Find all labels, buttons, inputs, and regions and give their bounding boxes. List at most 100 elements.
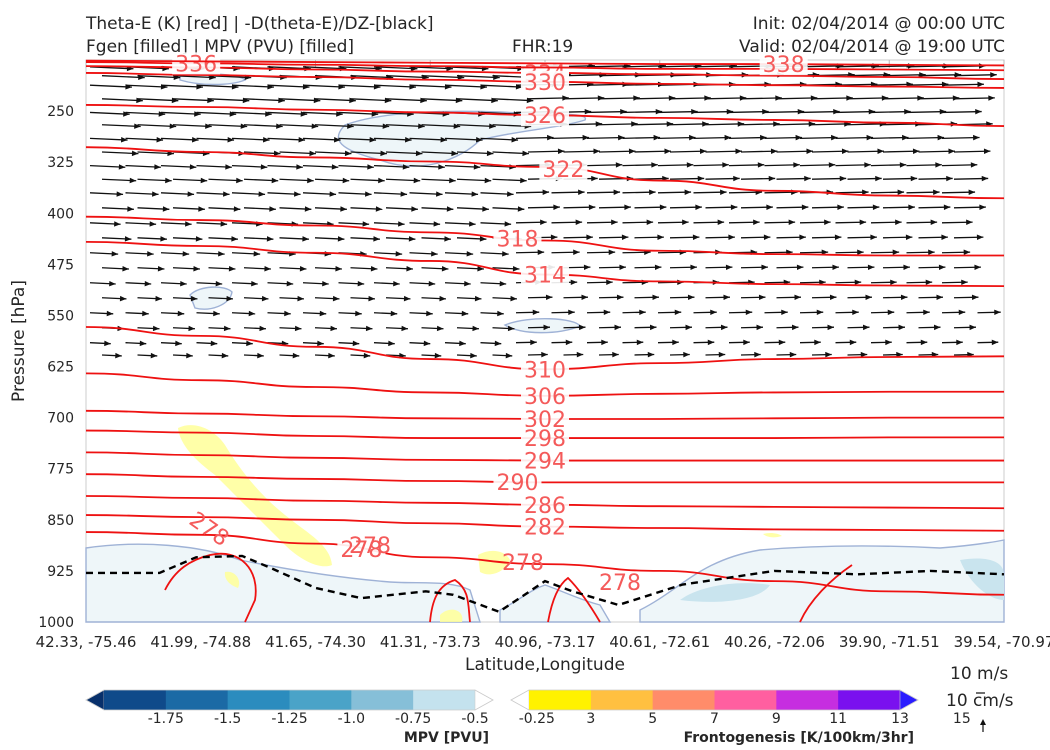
x-tick-label: 42.33, -75.46 — [36, 633, 137, 651]
wind-vector — [456, 124, 496, 128]
frontogenesis-region — [440, 609, 463, 622]
wind-vector-head — [910, 175, 918, 182]
wind-vector-head — [801, 204, 809, 210]
wind-vector-head — [983, 148, 991, 155]
wind-vector — [279, 98, 321, 102]
fgen-colorbar-swatch — [714, 690, 777, 710]
wind-vector — [172, 124, 212, 128]
wind-vector-head — [735, 148, 742, 155]
wind-vector-head — [540, 219, 547, 225]
contour-label-bg — [521, 263, 569, 286]
theta-e-contour — [85, 531, 1005, 596]
mpv-colorbar-tick: -1.0 — [338, 711, 365, 727]
wind-vector — [208, 75, 252, 79]
wind-vector-head — [512, 266, 520, 272]
wind-vector-head — [946, 175, 953, 182]
wind-vector-head — [603, 309, 611, 316]
wind-vector — [953, 97, 995, 100]
wind-vector-head — [226, 295, 233, 302]
wind-vector-head — [920, 339, 928, 346]
wind-vector-head — [191, 137, 199, 143]
wind-vector — [385, 98, 427, 102]
mpv-colorbar-tick: -0.75 — [395, 711, 431, 727]
wind-vector-head — [763, 234, 771, 240]
wind-vector-head — [841, 148, 849, 155]
wind-vector-head — [578, 189, 585, 195]
wind-vector-head — [472, 325, 479, 332]
contour-label-bg — [759, 53, 808, 76]
wind-vector — [847, 74, 891, 77]
wind-vector-head — [973, 134, 980, 141]
wind-vector — [160, 84, 203, 88]
wind-vector — [870, 110, 911, 114]
wind-vector — [811, 97, 853, 100]
wind-vector-head — [557, 148, 565, 155]
wind-vector-head — [370, 266, 378, 272]
wind-vector-head — [114, 221, 121, 227]
wind-vector-head — [646, 219, 654, 225]
wind-vector-head — [659, 204, 667, 210]
wind-vector — [89, 111, 130, 115]
wind-vector — [941, 110, 982, 114]
chart-title-line1: Theta-E (K) [red] | -D(theta-E)/DZ-[blac… — [86, 14, 434, 34]
wind-vector-head — [939, 108, 947, 115]
wind-vector-head — [466, 251, 474, 257]
init-time: Init: 02/04/2014 @ 00:00 UTC — [752, 14, 1005, 34]
wind-vector-head — [365, 191, 372, 197]
wind-vector-head — [991, 339, 999, 346]
wind-vector — [373, 84, 416, 88]
wind-vector-head — [897, 189, 905, 195]
theta-e-contour-label: 310 — [524, 358, 566, 383]
wind-vector-head — [182, 251, 190, 257]
theta-e-contour-label: 282 — [524, 516, 566, 541]
y-tick-label: 325 — [47, 155, 74, 171]
wind-vector-head — [824, 219, 831, 225]
wind-vector-head — [963, 249, 971, 256]
wind-vector-head — [545, 294, 553, 301]
wind-vector-head — [692, 234, 700, 240]
wind-vector-head — [636, 339, 644, 346]
contour-label-bg — [172, 52, 221, 75]
wind-vector-head — [616, 294, 624, 301]
wind-vector — [267, 66, 311, 70]
theta-e-contour-label: 278 — [599, 571, 641, 596]
fgen-colorbar-swatch — [529, 690, 592, 710]
wind-vector-head — [431, 251, 438, 257]
wind-vector-head — [956, 339, 963, 346]
wind-vector-head — [444, 236, 451, 242]
wind-vector-head — [382, 123, 390, 129]
frontogenesis-region — [224, 571, 240, 588]
wind-vector-head — [898, 324, 905, 331]
wind-vector-head — [365, 325, 373, 332]
wind-vector — [385, 75, 429, 79]
x-tick-label: 40.61, -72.61 — [609, 633, 710, 651]
theta-e-contour-label: 278 — [502, 551, 544, 576]
contour-label-bg — [521, 515, 569, 538]
mpv-region-dark — [960, 558, 1004, 600]
wind-vector-head — [378, 177, 385, 184]
wind-vector — [137, 75, 181, 79]
wind-vector-head — [702, 121, 709, 127]
wind-vector-head — [257, 352, 264, 359]
frontogenesis-region — [763, 532, 782, 538]
wind-vector-head — [373, 236, 380, 242]
wind-vector-head — [228, 266, 236, 272]
wind-vector-head — [297, 295, 304, 302]
wind-vector-head — [200, 177, 208, 184]
wind-vector-head — [251, 280, 258, 287]
fgen-colorbar-tick: 5 — [648, 711, 657, 727]
wind-vector — [657, 110, 698, 114]
wind-vector — [634, 97, 676, 100]
wind-vector-head — [892, 249, 900, 256]
wind-vector-head — [271, 177, 279, 184]
wind-vector — [421, 98, 463, 102]
wind-vector-head — [799, 234, 806, 240]
wind-vector — [870, 83, 913, 86]
wind-vector-head — [938, 264, 946, 271]
fgen-colorbar-tick: 9 — [772, 711, 781, 727]
fgen-colorbar-tick: 15 — [953, 711, 971, 727]
wind-vector-head — [829, 294, 837, 301]
x-tick-label: 39.90, -71.51 — [839, 633, 940, 651]
vector-scale-vertical: 10 cm/s — [946, 691, 1014, 711]
wind-vector-head — [768, 175, 776, 182]
